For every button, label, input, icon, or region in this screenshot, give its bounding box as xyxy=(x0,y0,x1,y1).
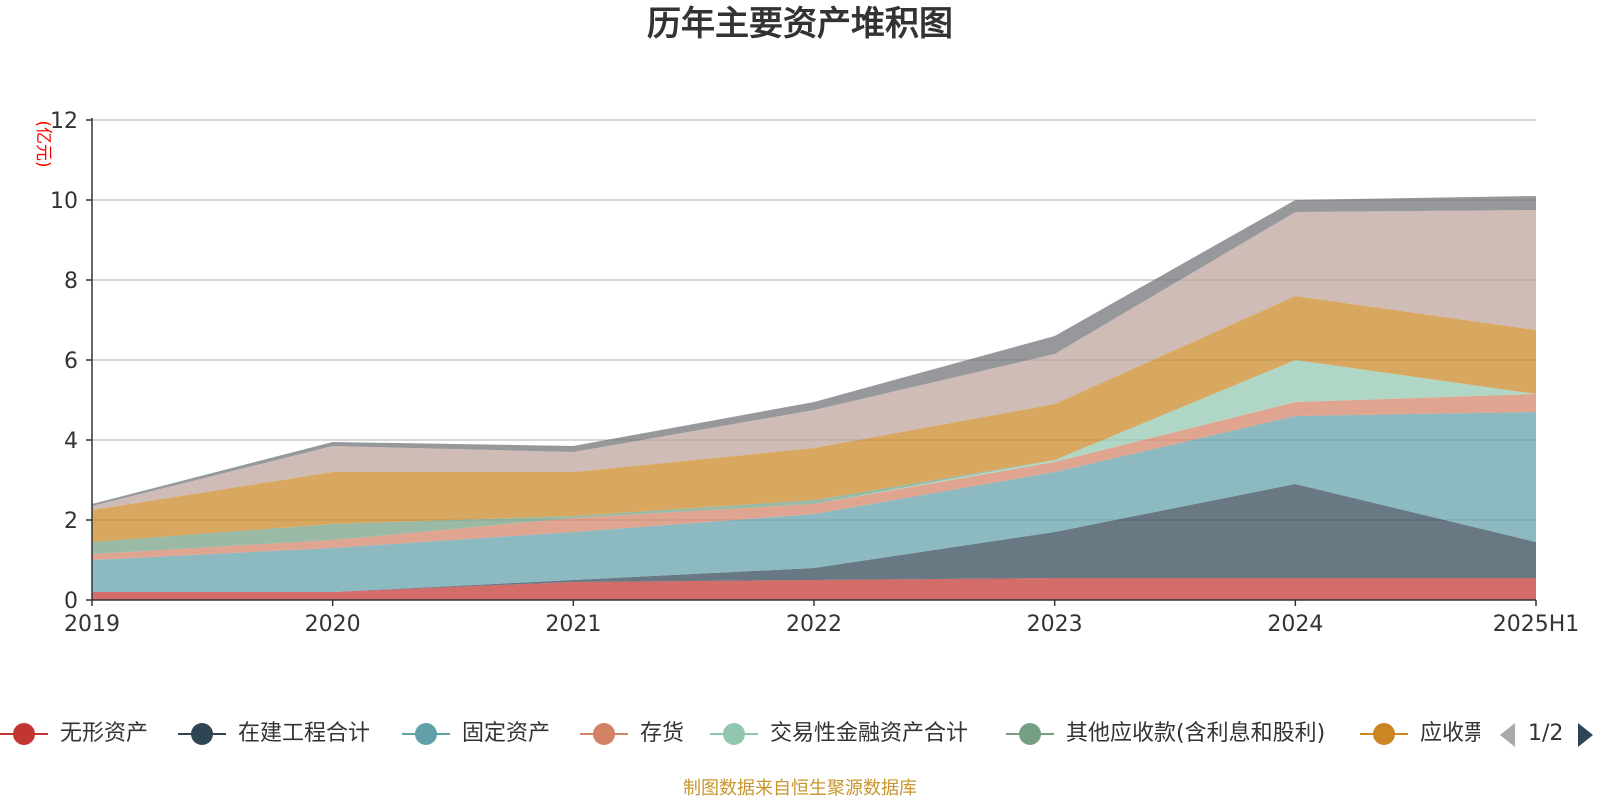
legend-item[interactable]: 无形资产 xyxy=(0,714,148,754)
x-tick-label: 2020 xyxy=(305,612,361,637)
y-tick-label: 0 xyxy=(64,589,78,614)
legend-item[interactable]: 在建工程合计 xyxy=(178,714,370,754)
legend-marker-icon xyxy=(0,714,48,754)
area-series-5[interactable] xyxy=(92,360,1536,554)
legend-item[interactable]: 交易性金融资产合计 xyxy=(710,714,968,754)
area-series-3[interactable] xyxy=(92,394,1536,560)
y-tick-label: 12 xyxy=(50,109,78,134)
x-tick-label: 2021 xyxy=(545,612,601,637)
legend-label: 在建工程合计 xyxy=(238,721,371,746)
x-tick-label: 2019 xyxy=(64,612,120,637)
legend: 无形资产 在建工程合计 固定资产 存货 交易性金融资产合计 其他应收款(含利息和股利) 应收… xyxy=(0,714,1600,754)
legend-page-indicator: 1/2 xyxy=(1528,721,1564,746)
legend-item[interactable]: 固定资产 xyxy=(402,714,550,754)
legend-label: 固定资产 xyxy=(462,721,551,746)
legend-item[interactable]: 应收票据及应收账款 xyxy=(1360,714,1480,754)
area-series-4[interactable] xyxy=(92,360,1536,554)
y-tick-label: 6 xyxy=(64,349,78,374)
legend-label: 其他应收款(含利息和股利) xyxy=(1066,721,1326,746)
legend-prev-page-arrow-icon[interactable] xyxy=(1500,723,1515,747)
legend-next-page-arrow-icon[interactable] xyxy=(1578,723,1593,747)
legend-marker-icon xyxy=(1006,714,1054,754)
axes: 0 2 4 6 8 10 12 2019 2020 2021 2022 2023 2024 2025H1 xyxy=(50,109,1579,637)
y-tick-label: 10 xyxy=(50,189,78,214)
legend-item[interactable]: 存货 xyxy=(580,714,684,754)
legend-label: 存货 xyxy=(640,721,685,746)
y-tick-label: 2 xyxy=(64,509,78,534)
legend-marker-icon xyxy=(1360,714,1408,754)
area-series-2[interactable] xyxy=(92,412,1536,592)
area-series-layer xyxy=(92,196,1536,600)
legend-marker-icon xyxy=(710,714,758,754)
area-series-1[interactable] xyxy=(92,484,1536,592)
legend-label: 应收票据及应收账款 xyxy=(1420,721,1480,746)
legend-viewport: 无形资产 在建工程合计 固定资产 存货 交易性金融资产合计 其他应收款(含利息和股利) 应收… xyxy=(0,714,1480,754)
legend-marker-icon xyxy=(580,714,628,754)
x-tick-label: 2024 xyxy=(1267,612,1323,637)
area-series-8[interactable] xyxy=(92,196,1536,506)
legend-item[interactable]: 其他应收款(含利息和股利) xyxy=(1006,714,1325,754)
area-series-7[interactable] xyxy=(92,210,1536,510)
legend-label: 无形资产 xyxy=(60,721,149,746)
x-tick-label: 2025H1 xyxy=(1493,612,1580,637)
data-source-note: 制图数据来自恒生聚源数据库 xyxy=(683,778,917,799)
area-series-0[interactable] xyxy=(92,578,1536,600)
y-axis-unit-label: (亿元) xyxy=(33,120,53,167)
x-tick-label: 2023 xyxy=(1027,612,1083,637)
y-tick-label: 8 xyxy=(64,269,78,294)
x-tick-label: 2022 xyxy=(786,612,842,637)
y-tick-label: 4 xyxy=(64,429,78,454)
legend-label: 交易性金融资产合计 xyxy=(770,721,969,746)
area-series-6[interactable] xyxy=(92,296,1536,542)
chart-title: 历年主要资产堆积图 xyxy=(647,4,953,44)
legend-marker-icon xyxy=(402,714,450,754)
legend-marker-icon xyxy=(178,714,226,754)
